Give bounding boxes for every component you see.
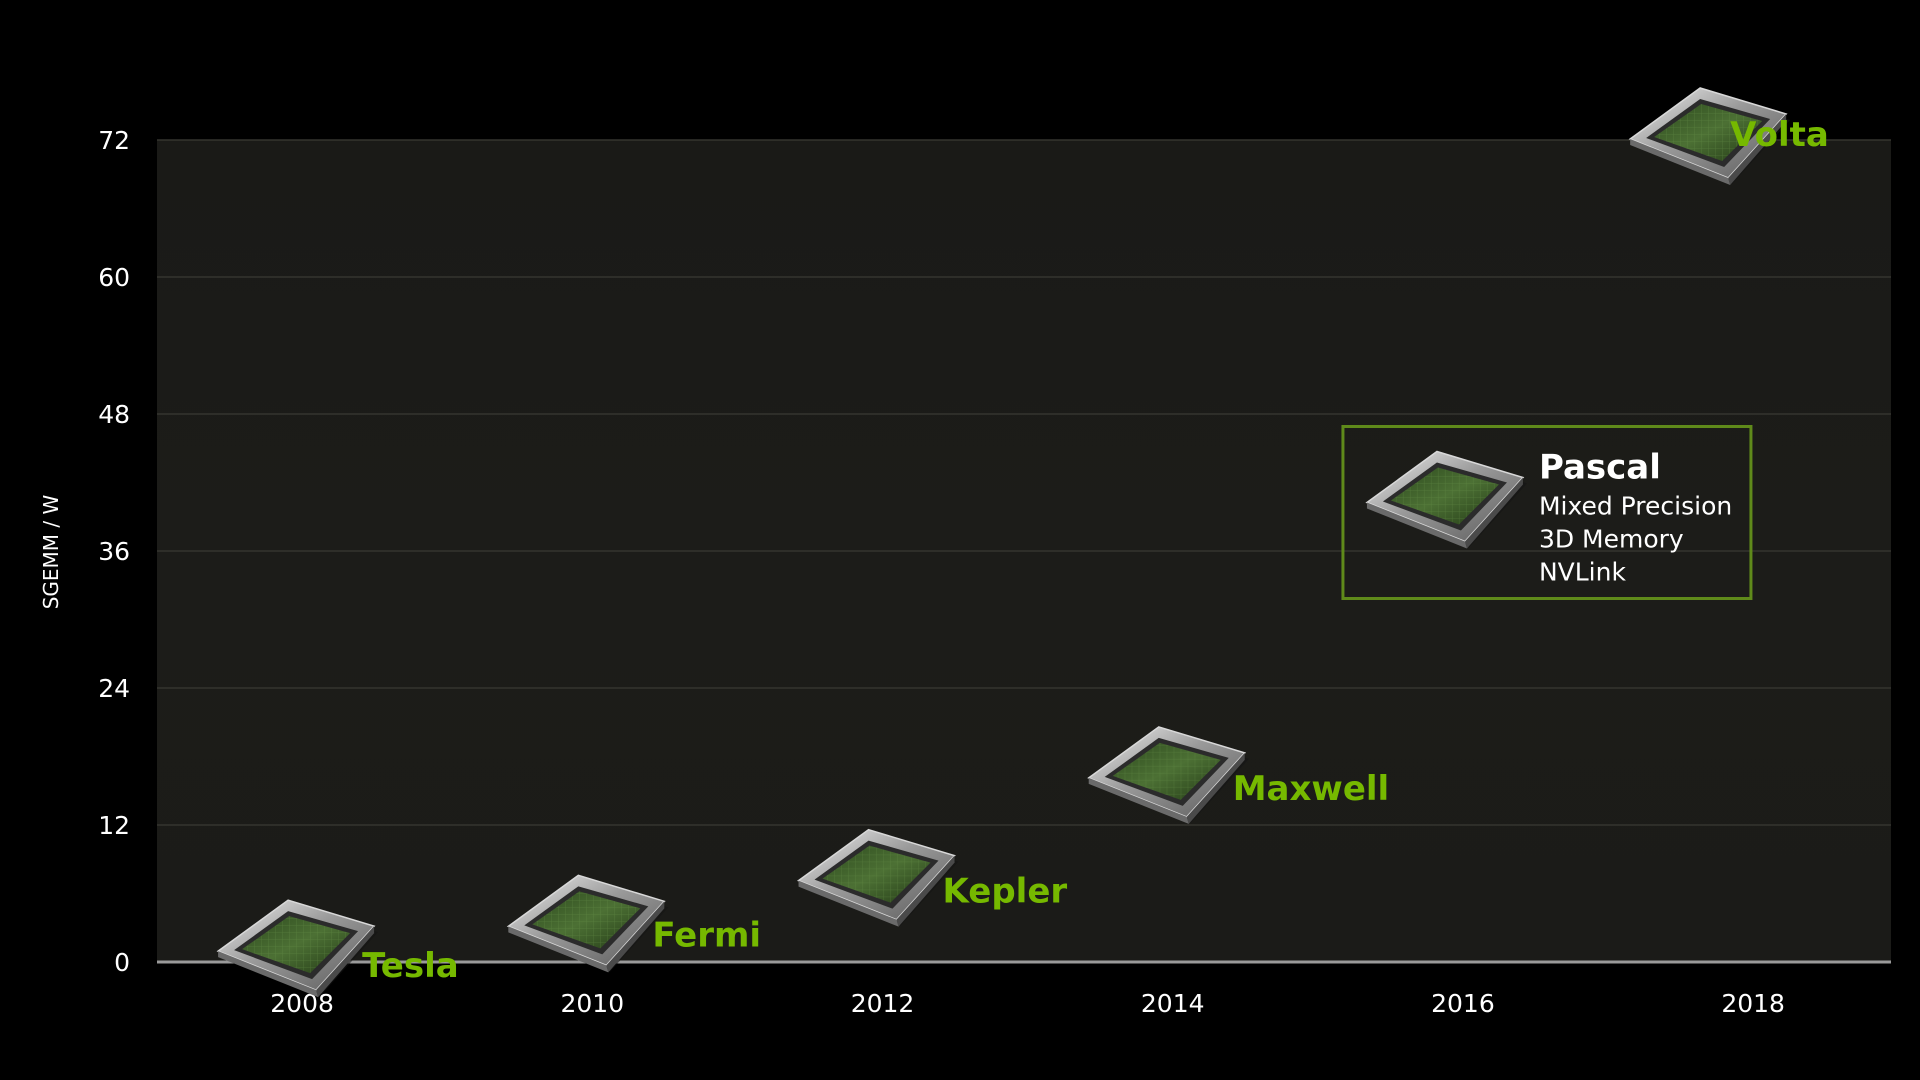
y-tick-label: 48 [98,400,130,429]
axis-layer: 0 12 24 36 48 60 72 2008 2010 2012 2014 2016 2018 [98,126,1891,1018]
chip-marker-pascal [1365,450,1527,549]
feature-label: NVLink [1539,558,1627,587]
x-tick-label: 2008 [270,989,334,1018]
grid-layer [157,139,1891,826]
point-label: Maxwell [1233,769,1390,809]
point-label: Tesla [362,946,459,986]
chip-marker-kepler [796,828,959,927]
pascal-callout-box [1341,425,1753,600]
y-tick-label: 0 [114,948,130,977]
y-tick-label: 36 [98,537,130,566]
point-label: Kepler [943,872,1068,912]
x-tick-label: 2012 [851,989,915,1018]
feature-label: 3D Memory [1539,525,1684,554]
y-tick-label: 60 [98,263,130,292]
x-tick-label: 2018 [1721,989,1785,1018]
feature-label: Mixed Precision [1539,492,1732,521]
point-label: Pascal [1539,448,1661,488]
point-label: Volta [1730,115,1829,155]
chip-marker-fermi [506,874,669,973]
point-layer: Tesla Fermi Kepler Maxwell Pascal Mixed Preci… [216,87,1829,998]
x-tick-label: 2010 [561,989,625,1018]
x-tick-label: 2016 [1431,989,1495,1018]
point-label: Fermi [652,915,761,955]
y-axis-label: SGEMM / W [39,494,63,609]
chip-marker-maxwell [1087,726,1249,824]
chip-marker-tesla [216,899,379,998]
y-tick-label: 12 [98,811,130,840]
x-tick-label: 2014 [1141,989,1205,1018]
chip-marker-volta [1628,87,1791,185]
y-tick-label: 72 [98,126,130,155]
y-tick-label: 24 [98,674,130,703]
